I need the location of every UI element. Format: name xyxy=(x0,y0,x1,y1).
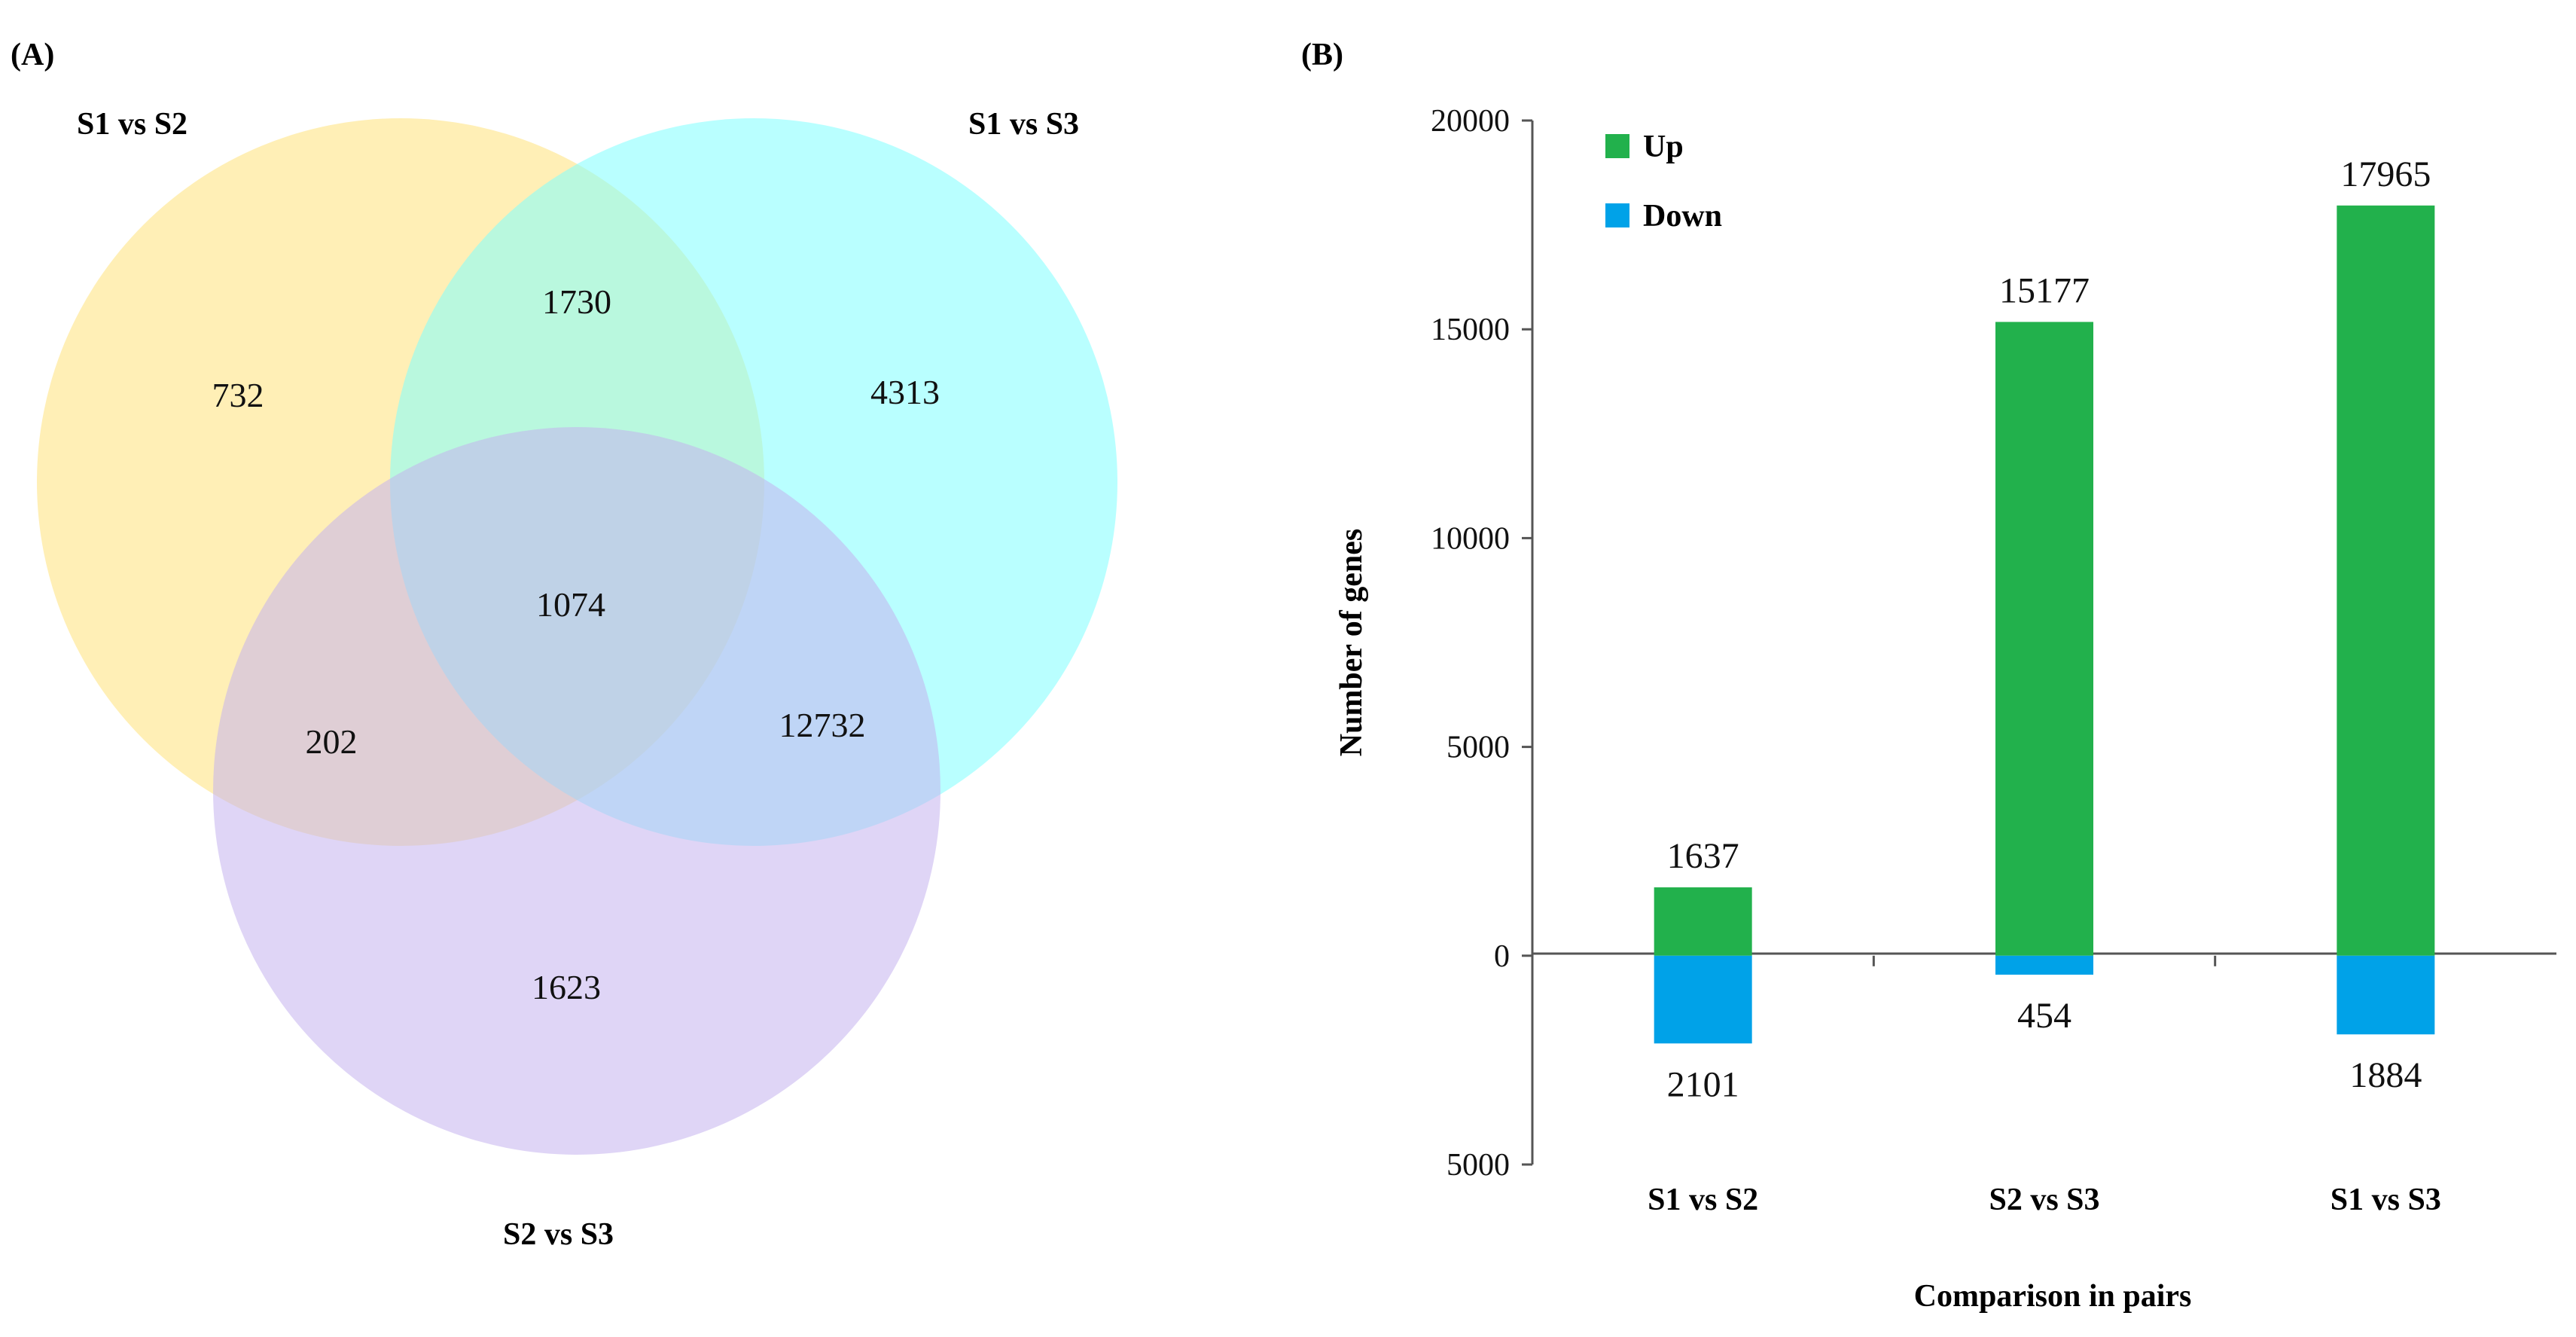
bar-panel: (B) 20000 15000 10000 5000 0 5000 S1 vs S2 S2 … xyxy=(1301,38,2556,1314)
venn-count-s1s2-s2s3: 202 xyxy=(306,722,358,761)
bar-up-value-label: 15177 xyxy=(1999,270,2090,310)
x-axis-ticks: S1 vs S2 S2 vs S3 S1 vs S3 xyxy=(1648,955,2441,1217)
venn-set-label-s1-vs-s2: S1 vs S2 xyxy=(77,107,187,142)
bar-down-value-label: 454 xyxy=(2017,996,2071,1036)
y-tick-label: 5000 xyxy=(1447,731,1510,765)
bar-up-value-label: 1637 xyxy=(1667,836,1739,876)
y-tick-label: 15000 xyxy=(1431,313,1510,347)
bar-up-value-label: 17965 xyxy=(2340,154,2431,194)
legend-swatch-up xyxy=(1605,134,1629,158)
venn-count-s1s2-s1s3: 1730 xyxy=(542,282,611,321)
legend-swatch-down xyxy=(1605,203,1629,227)
bar-down-value-label: 1884 xyxy=(2349,1055,2422,1095)
y-tick-label: 0 xyxy=(1494,939,1510,974)
y-axis-ticks: 20000 15000 10000 5000 0 5000 xyxy=(1431,104,1532,1183)
x-category-label: S1 vs S3 xyxy=(2331,1183,2441,1217)
bar-down-value-label: 2101 xyxy=(1667,1064,1739,1104)
venn-circle-s2-vs-s3 xyxy=(213,427,940,1155)
bar-down xyxy=(1654,955,1752,1044)
panel-b-label: (B) xyxy=(1301,38,1343,72)
y-axis-title: Number of genes xyxy=(1334,529,1369,757)
bar-up xyxy=(1654,887,1752,956)
venn-count-all-three: 1074 xyxy=(536,585,605,624)
venn-set-label-s2-vs-s3: S2 vs S3 xyxy=(503,1217,614,1252)
legend-label-up: Up xyxy=(1643,130,1684,164)
venn-panel: (A) S1 vs S2 S1 vs S3 S2 vs S3 732 4313 … xyxy=(11,38,1117,1252)
x-category-label: S2 vs S3 xyxy=(1989,1183,2099,1217)
x-axis-title: Comparison in pairs xyxy=(1914,1279,2192,1314)
panel-a-label: (A) xyxy=(11,38,54,72)
y-tick-label: 20000 xyxy=(1431,104,1510,139)
y-tick-label: 5000 xyxy=(1447,1148,1510,1183)
bar-down xyxy=(1995,955,2093,975)
venn-count-s1s2-only: 732 xyxy=(212,376,264,414)
x-category-label: S1 vs S2 xyxy=(1648,1183,1758,1217)
legend-label-down: Down xyxy=(1643,199,1722,234)
bars: 1637 2101 15177 454 17965 1884 xyxy=(1654,154,2435,1104)
venn-count-s2s3-only: 1623 xyxy=(532,968,601,1006)
legend: Up Down xyxy=(1605,130,1722,234)
venn-set-label-s1-vs-s3: S1 vs S3 xyxy=(968,107,1079,142)
bar-up xyxy=(2337,205,2435,956)
bar-down xyxy=(2337,955,2435,1035)
venn-count-s1s3-s2s3: 12732 xyxy=(779,706,866,744)
bar-up xyxy=(1995,322,2093,956)
y-tick-label: 10000 xyxy=(1431,521,1510,556)
venn-count-s1s3-only: 4313 xyxy=(870,373,940,411)
